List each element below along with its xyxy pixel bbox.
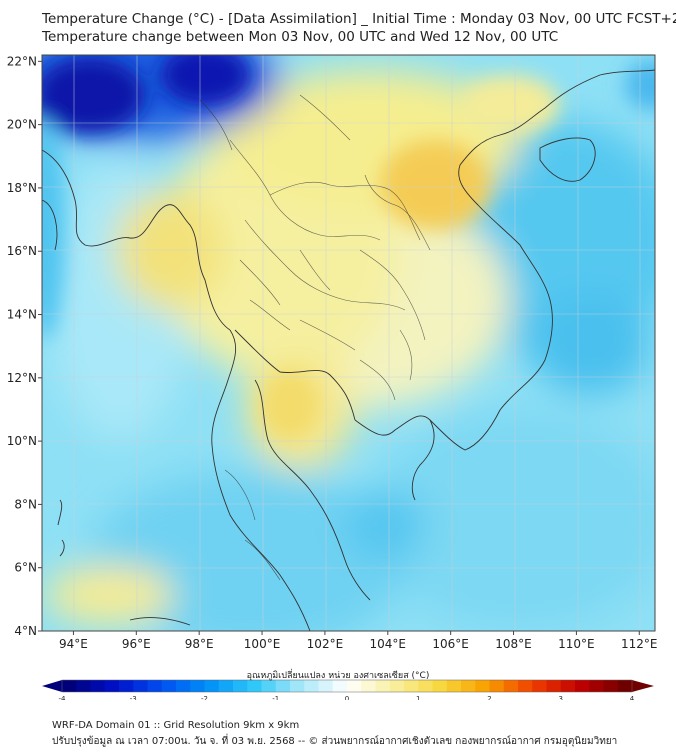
lon-label: 102°E (307, 637, 344, 651)
colorbar-ticks: -4 -3 -2 -1 0 1 2 3 4 (59, 695, 635, 703)
colorbar-cell (275, 680, 291, 692)
lat-label: 10°N (7, 434, 37, 448)
lon-label: 96°E (122, 637, 151, 651)
colorbar-tick-label: 0 (345, 695, 349, 700)
colorbar-cell (318, 680, 334, 692)
colorbar-tick-label: -2 (201, 695, 208, 700)
map-svg: 94°E 96°E 98°E 100°E 102°E 104°E 106°E 108°E 110… (7, 54, 658, 703)
lon-label: 106°E (432, 637, 469, 651)
temperature-field (42, 55, 655, 631)
colorbar-cell (518, 680, 533, 692)
lon-label: 108°E (495, 637, 532, 651)
colorbar-cell (133, 680, 148, 692)
footer-model-info: WRF-DA Domain 01 :: Grid Resolution 9km … (52, 720, 300, 731)
colorbar-cell (546, 680, 562, 692)
colorbar-cell (290, 680, 305, 692)
colorbar-tick-label: -3 (130, 695, 137, 700)
colorbar-cell (161, 680, 177, 692)
chart-title-line2: Temperature change between Mon 03 Nov, 0… (42, 29, 559, 45)
colorbar-cell (304, 680, 319, 692)
lat-label: 6°N (14, 561, 37, 575)
lat-label: 8°N (14, 497, 37, 511)
chart-title-line1: Temperature Change (°C) - [Data Assimila… (42, 11, 676, 27)
lat-label: 22°N (7, 54, 37, 68)
colorbar-cell (147, 680, 163, 692)
colorbar-cell (233, 680, 248, 692)
colorbar-cell (347, 680, 362, 692)
colorbar-cell (475, 680, 490, 692)
colorbar-tick-label: 2 (487, 695, 491, 700)
colorbar-cell (432, 680, 448, 692)
colorbar: -4 -3 -2 -1 0 1 2 3 4 (42, 679, 654, 703)
lon-label: 94°E (59, 637, 88, 651)
graticule (42, 55, 655, 631)
colorbar-cell (575, 680, 590, 692)
colorbar-cell (261, 680, 277, 692)
colorbar-cell (90, 680, 106, 692)
colorbar-cell (560, 680, 576, 692)
colorbar-cell (489, 680, 505, 692)
provincial-borders (199, 94, 431, 581)
colorbar-cell (446, 680, 462, 692)
colorbar-cell (332, 680, 348, 692)
colorbar-cell (461, 680, 476, 692)
colorbar-cell (404, 680, 419, 692)
colorbar-cell (532, 680, 547, 692)
colorbar-cell (176, 680, 191, 692)
lat-label: 20°N (7, 118, 37, 132)
lon-label: 112°E (621, 637, 658, 651)
colorbar-cell (76, 680, 91, 692)
colorbar-cell (62, 680, 77, 692)
colorbar-cell (503, 680, 519, 692)
longitude-labels: 94°E 96°E 98°E 100°E 102°E 104°E 106°E 108°E 110… (59, 631, 658, 651)
colorbar-min-arrow (42, 680, 62, 692)
colorbar-cell (190, 680, 205, 692)
footer-credit: ปรับปรุงข้อมูล ณ เวลา 07:00น. วัน จ. ที่… (52, 736, 618, 747)
colorbar-tick-label: -4 (59, 695, 67, 700)
colorbar-cell (247, 680, 262, 692)
colorbar-cell (104, 680, 120, 692)
colorbar-max-arrow (632, 680, 654, 692)
colorbar-title: อุณหภูมิเปลี่ยนแปลง หน่วย องศาเซลเซียส (… (246, 671, 430, 681)
colorbar-cell (589, 680, 604, 692)
colorbar-cell (617, 680, 633, 692)
colorbar-cell (418, 680, 433, 692)
map-figure: 94°E 96°E 98°E 100°E 102°E 104°E 106°E 108°E 110… (7, 54, 658, 703)
lat-label: 12°N (7, 371, 37, 385)
lon-label: 110°E (558, 637, 595, 651)
lat-label: 14°N (7, 308, 37, 322)
colorbar-cell (375, 680, 391, 692)
colorbar-tick-label: -1 (272, 695, 279, 700)
lon-label: 100°E (244, 637, 281, 651)
lat-label: 4°N (14, 624, 37, 638)
map-frame (41, 54, 656, 632)
colorbar-cell (389, 680, 405, 692)
lat-label: 16°N (7, 244, 37, 258)
lon-label: 98°E (185, 637, 214, 651)
colorbar-tick-label: 4 (630, 695, 635, 700)
lat-label: 18°N (7, 181, 37, 195)
colorbar-cell (119, 680, 134, 692)
colorbar-cell (603, 680, 619, 692)
coastlines (42, 69, 655, 631)
colorbar-cell (218, 680, 234, 692)
colorbar-tick-label: 1 (416, 695, 420, 700)
colorbar-frame (61, 679, 633, 693)
colorbar-tick-label: 3 (559, 695, 563, 700)
colorbar-cell (204, 680, 220, 692)
colorbar-cell (361, 680, 376, 692)
lon-label: 104°E (370, 637, 407, 651)
latitude-labels: 22°N 20°N 18°N 16°N 14°N 12°N 10°N 8°N 6°N 4°N (7, 54, 42, 638)
colorbar-cells (62, 680, 633, 692)
